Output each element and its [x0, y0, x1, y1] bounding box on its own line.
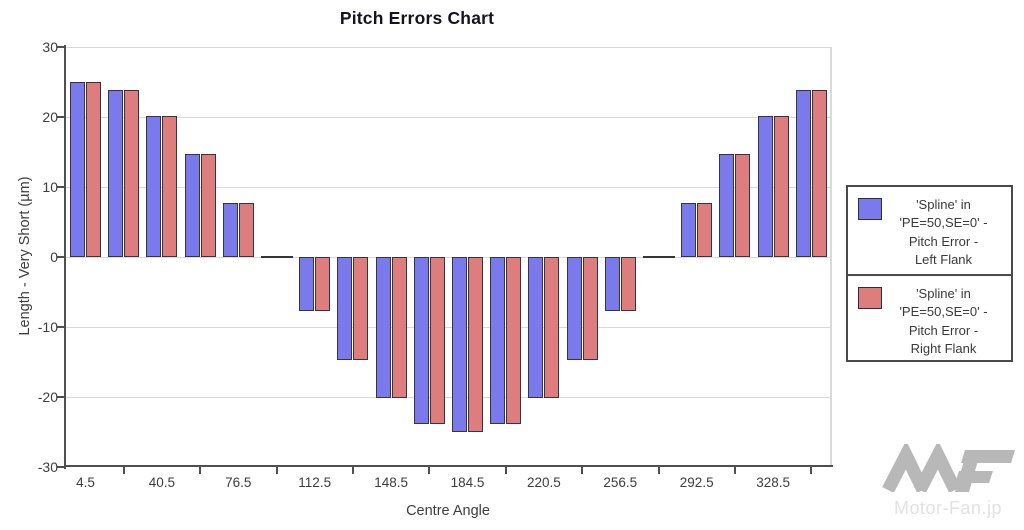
x-tick — [810, 467, 813, 474]
bar-right-flank — [315, 257, 331, 311]
x-tick — [199, 467, 202, 474]
zero-bar-left-flank — [642, 256, 659, 258]
bar-right-flank — [162, 115, 178, 257]
watermark-text: Motor-Fan.jp — [893, 498, 1003, 518]
zero-bar-right-flank — [658, 256, 675, 258]
y-tick — [57, 396, 64, 398]
gridline — [65, 116, 831, 118]
y-tick — [57, 116, 64, 118]
y-tick — [57, 46, 64, 48]
x-tick — [428, 467, 431, 474]
x-tick-label: 4.5 — [76, 475, 95, 490]
bar-right-flank — [811, 90, 827, 257]
legend-entry-left-flank: 'Spline' in 'PE=50,SE=0' - Pitch Error -… — [848, 187, 1011, 276]
bar-left-flank — [299, 257, 315, 311]
x-tick — [581, 467, 584, 474]
bar-right-flank — [353, 257, 369, 360]
bar-right-flank — [124, 90, 140, 257]
x-tick — [504, 467, 507, 474]
watermark: Motor-Fan.jp — [876, 440, 1020, 519]
x-tick — [275, 467, 278, 474]
gridline — [65, 326, 831, 328]
legend-entry-right-flank: 'Spline' in 'PE=50,SE=0' - Pitch Error -… — [848, 276, 1011, 363]
x-tick-label: 292.5 — [679, 475, 714, 490]
gridline — [65, 186, 831, 188]
bar-right-flank — [773, 115, 789, 257]
x-tick-label: 112.5 — [298, 475, 332, 490]
plot-area — [65, 46, 831, 467]
bar-left-flank — [146, 115, 162, 257]
bar-left-flank — [108, 90, 124, 257]
bar-right-flank — [86, 82, 101, 257]
bar-right-flank — [544, 257, 560, 399]
x-tick-label: 220.5 — [526, 475, 561, 490]
bar-left-flank — [795, 90, 811, 257]
x-tick-label: 328.5 — [756, 475, 790, 490]
y-tick-label: 20 — [42, 109, 58, 125]
y-tick — [57, 256, 64, 258]
y-tick — [57, 186, 64, 188]
bar-left-flank — [337, 257, 353, 360]
x-tick — [122, 467, 125, 474]
bar-right-flank — [582, 257, 598, 360]
bar-left-flank — [566, 257, 582, 360]
x-tick-label: 40.5 — [148, 475, 176, 490]
y-tick-label: 10 — [42, 179, 58, 195]
y-tick-label: 0 — [50, 249, 58, 265]
bar-right-flank — [391, 257, 407, 399]
x-tick-label: 184.5 — [450, 475, 485, 490]
bar-right-flank — [697, 203, 713, 257]
gridline — [65, 396, 831, 398]
x-tick — [351, 467, 354, 474]
bar-right-flank — [238, 203, 254, 257]
x-tick-label: 148.5 — [374, 475, 408, 490]
y-tick-label: -30 — [37, 459, 58, 475]
y-tick — [57, 466, 64, 468]
y-tick-label: -20 — [37, 389, 58, 405]
bar-right-flank — [506, 257, 522, 424]
bar-left-flank — [413, 257, 429, 424]
bar-left-flank — [757, 115, 773, 257]
legend: 'Spline' in 'PE=50,SE=0' - Pitch Error -… — [846, 185, 1013, 362]
gridline — [65, 46, 831, 48]
bar-left-flank — [604, 257, 620, 311]
x-tick-label: 76.5 — [225, 475, 252, 490]
y-axis-line — [63, 45, 66, 469]
y-tick-label: 30 — [42, 39, 58, 55]
bar-left-flank — [452, 257, 467, 432]
bar-right-flank — [468, 257, 483, 432]
legend-swatch-right-flank — [858, 286, 882, 309]
plot-border-right — [830, 47, 832, 467]
bar-left-flank — [719, 154, 735, 257]
x-axis-title: Centre Angle — [406, 503, 490, 519]
x-tick — [733, 467, 736, 474]
bar-right-flank — [429, 257, 445, 424]
bar-left-flank — [222, 203, 238, 257]
legend-label-right-flank: 'Spline' in 'PE=50,SE=0' - Pitch Error -… — [899, 285, 988, 357]
x-axis-line — [63, 465, 833, 467]
bar-left-flank — [375, 257, 391, 399]
legend-swatch-left-flank — [858, 198, 882, 220]
bar-right-flank — [620, 257, 636, 311]
bar-left-flank — [681, 203, 697, 257]
chart-title: Pitch Errors Chart — [339, 8, 495, 28]
bar-right-flank — [735, 154, 751, 257]
y-tick-label: -10 — [37, 319, 58, 335]
gridline — [65, 256, 831, 258]
zero-bar-left-flank — [260, 256, 277, 258]
bar-left-flank — [184, 154, 200, 257]
zero-bar-right-flank — [276, 256, 293, 258]
x-tick-label: 256.5 — [603, 475, 638, 490]
x-tick — [657, 467, 660, 474]
motor-fan-logo — [882, 440, 1015, 493]
y-tick — [57, 326, 64, 328]
bar-left-flank — [490, 257, 506, 424]
legend-label-left-flank: 'Spline' in 'PE=50,SE=0' - Pitch Error -… — [899, 197, 988, 268]
bar-right-flank — [200, 154, 216, 257]
bar-left-flank — [528, 257, 544, 399]
bar-left-flank — [70, 82, 85, 257]
